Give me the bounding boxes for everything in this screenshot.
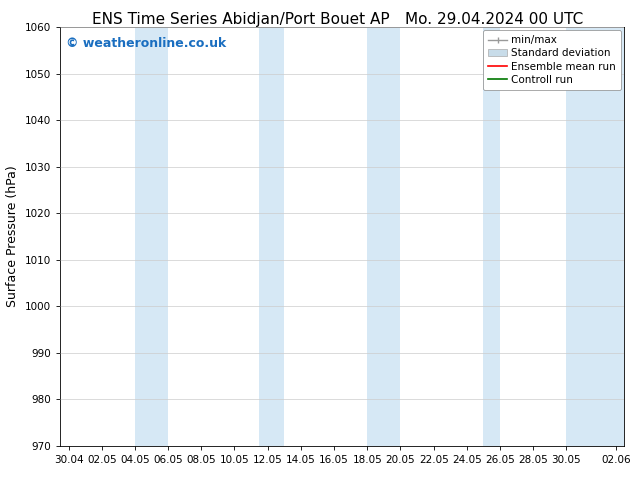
Bar	[483, 27, 500, 446]
Bar	[566, 27, 624, 446]
Legend: min/max, Standard deviation, Ensemble mean run, Controll run: min/max, Standard deviation, Ensemble me…	[483, 30, 621, 90]
Text: © weatheronline.co.uk: © weatheronline.co.uk	[66, 37, 226, 50]
Bar	[259, 27, 284, 446]
Bar	[135, 27, 168, 446]
Bar	[367, 27, 401, 446]
Text: Mo. 29.04.2024 00 UTC: Mo. 29.04.2024 00 UTC	[405, 12, 584, 27]
Y-axis label: Surface Pressure (hPa): Surface Pressure (hPa)	[6, 166, 20, 307]
Text: ENS Time Series Abidjan/Port Bouet AP: ENS Time Series Abidjan/Port Bouet AP	[92, 12, 390, 27]
